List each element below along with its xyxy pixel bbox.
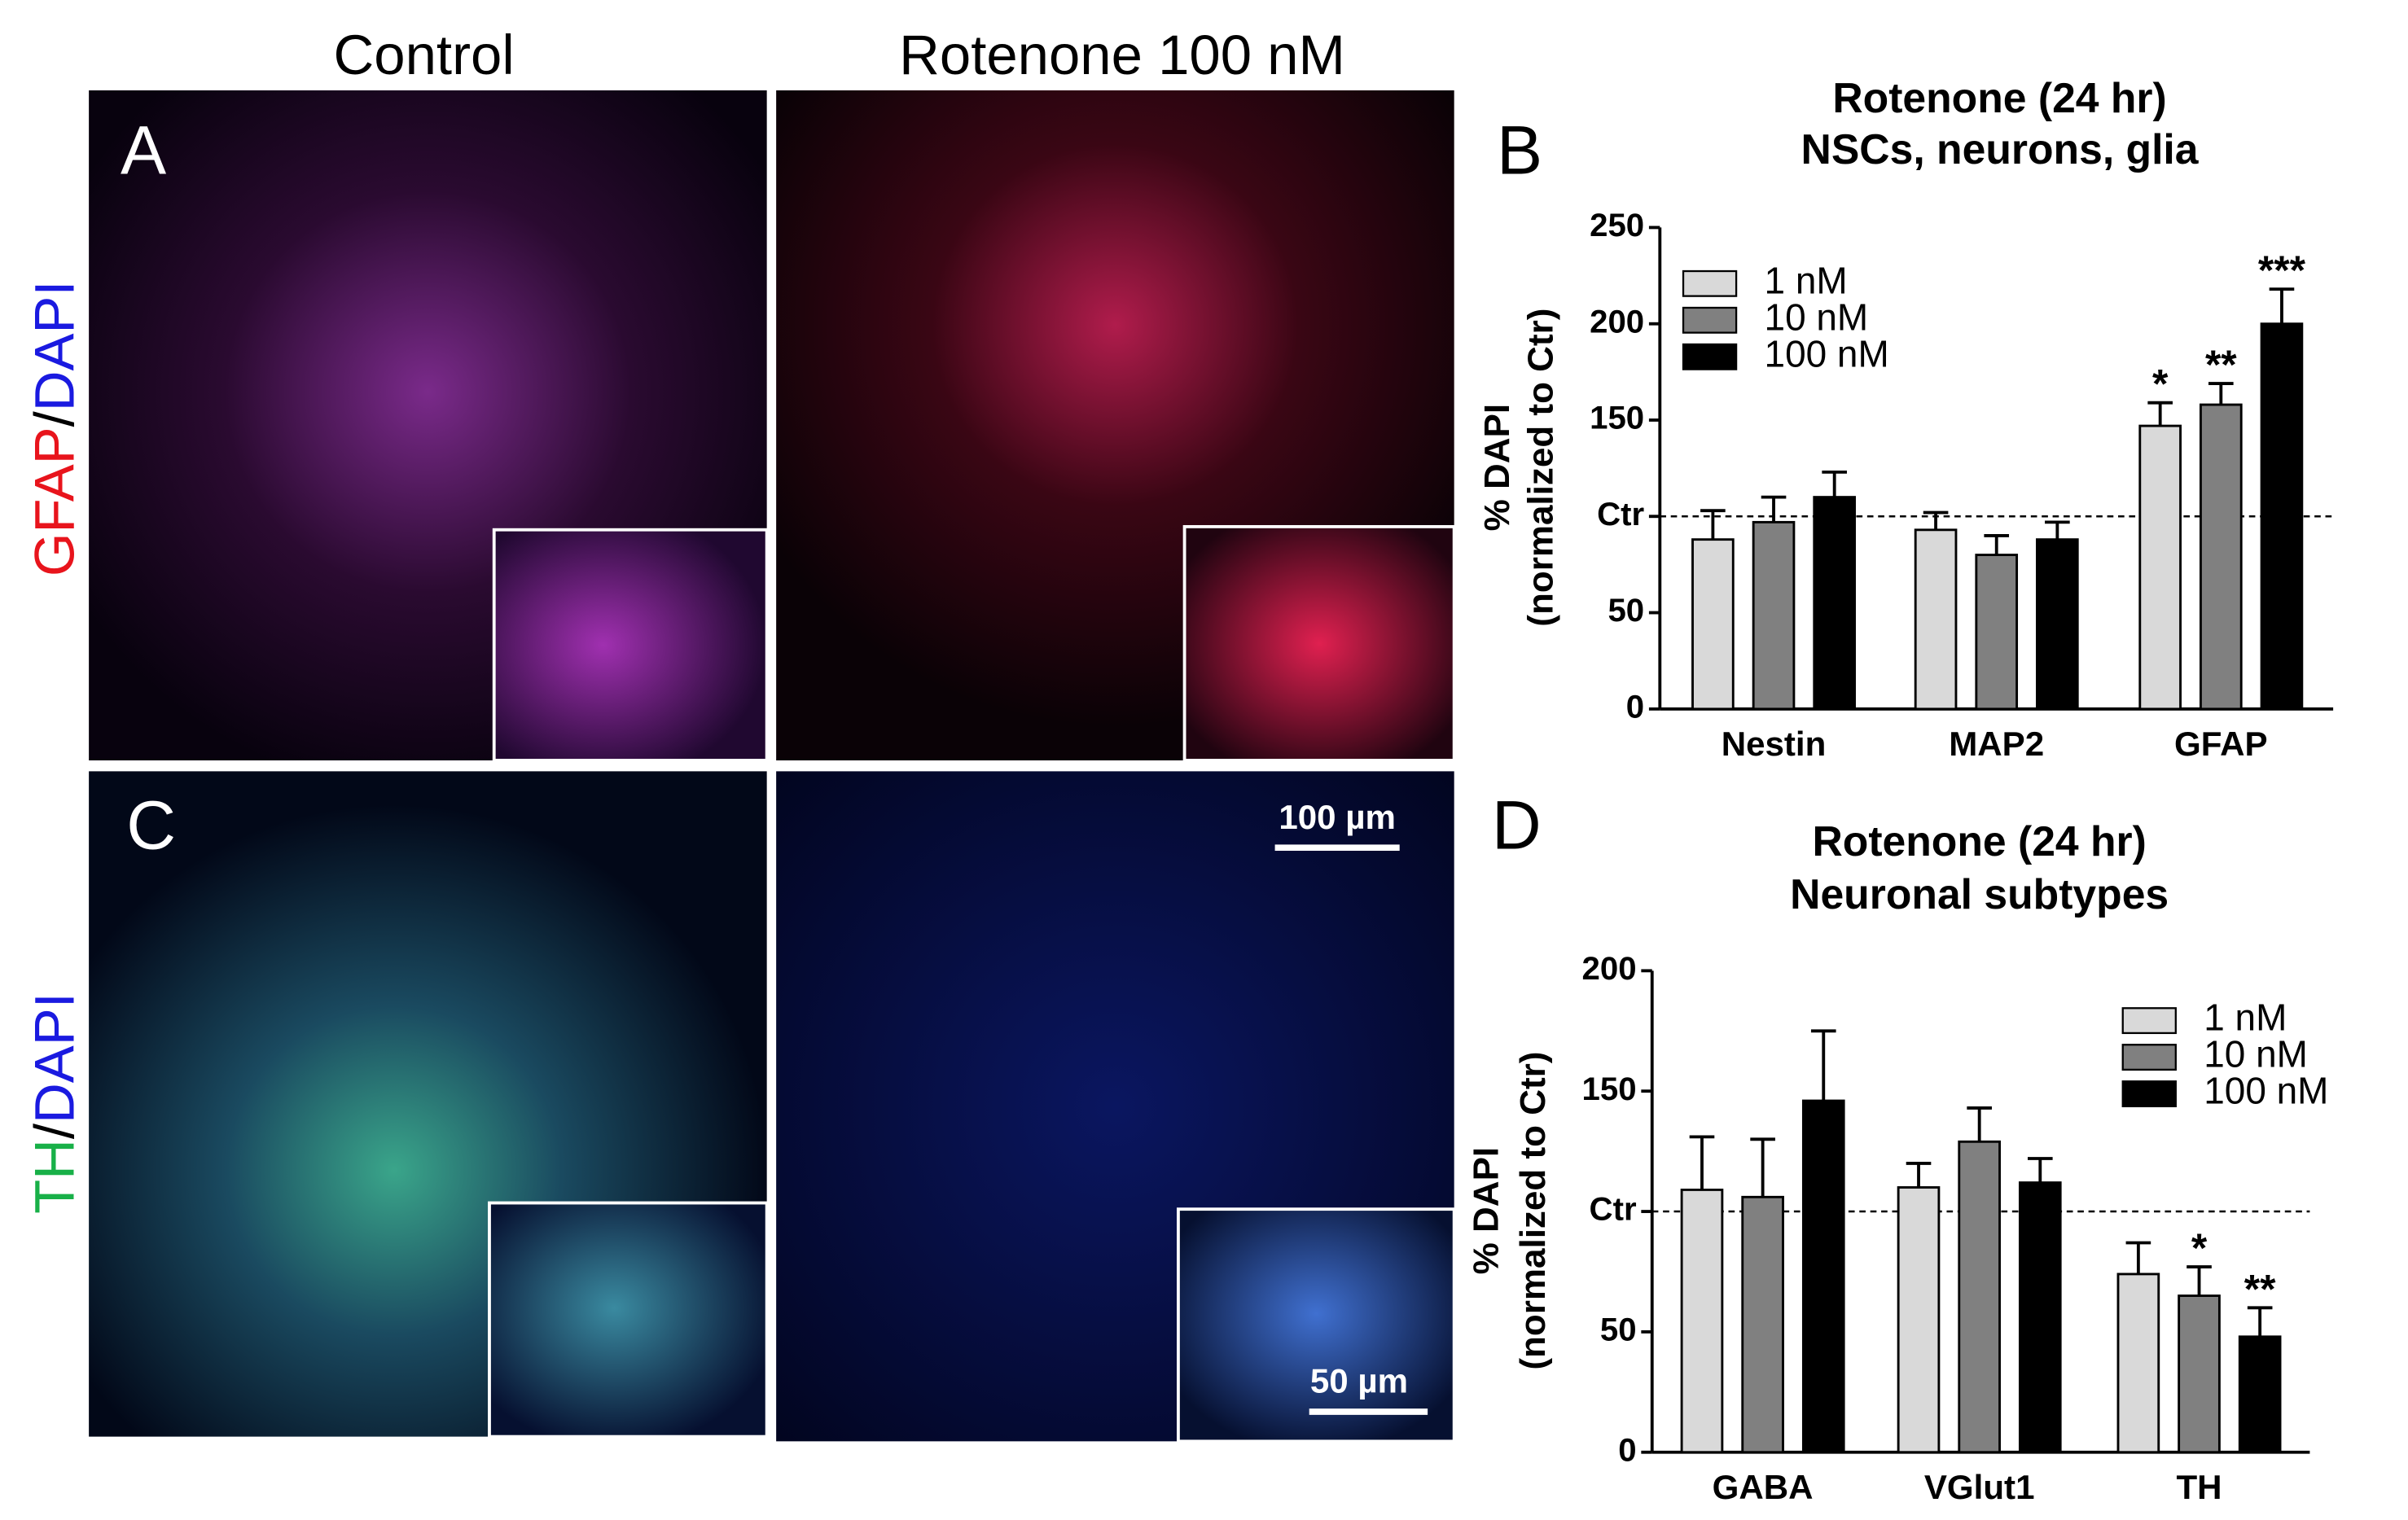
row-label-part: DAPI <box>24 992 86 1124</box>
row-label-part: GFAP <box>24 427 86 576</box>
y-tick-label: 0 <box>1618 1431 1636 1468</box>
legend-label: 1 nM <box>2204 997 2287 1039</box>
panel-letter: D <box>1492 786 1542 863</box>
legend-label: 100 nM <box>1765 332 1889 375</box>
y-tick-label: 50 <box>1600 1312 1637 1348</box>
significance-label: *** <box>2258 247 2306 293</box>
error-bar <box>1906 1161 1932 1188</box>
x-tick-label: Nestin <box>1722 725 1827 763</box>
bar <box>1975 554 2019 711</box>
legend-label: 10 nM <box>2204 1033 2308 1075</box>
error-bar <box>2269 287 2295 324</box>
bar <box>1801 1099 1845 1454</box>
legend-swatch <box>2121 1080 2177 1108</box>
legend-label: 1 nM <box>1765 259 1848 301</box>
column-title: Rotenone 100 nM <box>899 24 1345 86</box>
bar <box>2260 322 2304 711</box>
bar <box>2178 1294 2221 1454</box>
x-tick-label: VGlut1 <box>1924 1468 2035 1506</box>
y-tick-label: 250 <box>1590 207 1644 243</box>
error-bar <box>1750 1137 1775 1198</box>
bar <box>2018 1181 2062 1454</box>
row-label: TH/DAPI <box>24 992 86 1214</box>
error-bar <box>2208 382 2234 405</box>
panel-letter: A <box>121 112 166 189</box>
scale-bar-label: 50 µm <box>1310 1362 1408 1400</box>
chart-title: Rotenone (24 hr) <box>1832 74 2166 121</box>
y-tick-label: 150 <box>1590 400 1644 436</box>
bar <box>1914 528 1958 711</box>
bar <box>1897 1186 1941 1454</box>
error-bar <box>2045 520 2070 540</box>
error-bar <box>1810 1029 1836 1102</box>
significance-label: * <box>2152 361 2169 407</box>
inset <box>1177 1207 1456 1443</box>
bar <box>1752 520 1796 711</box>
y-axis-label: (normalized to Ctr) <box>1513 1052 1553 1370</box>
y-axis-label: % DAPI <box>1466 1147 1506 1274</box>
bar <box>2116 1273 2160 1454</box>
column-title: Control <box>334 24 515 86</box>
error-bar <box>1700 509 1726 540</box>
y-axis-label: (normalized to Ctr) <box>1520 309 1560 627</box>
y-tick-label: 0 <box>1626 688 1644 725</box>
legend-swatch <box>1682 306 1738 334</box>
chart-title: NSCs, neurons, glia <box>1801 125 2200 173</box>
error-bar <box>1822 470 1847 497</box>
error-bar <box>1689 1135 1715 1190</box>
bar <box>2199 403 2243 711</box>
x-tick-label: GABA <box>1713 1468 1814 1506</box>
error-bar <box>2247 1306 2273 1337</box>
row-label-part: DAPI <box>24 280 86 411</box>
significance-label: ** <box>2244 1266 2276 1312</box>
legend-label: 10 nM <box>1765 296 1869 338</box>
scale-bar-label: 100 µm <box>1279 798 1396 836</box>
panel-letter: B <box>1497 112 1542 189</box>
error-bar <box>2027 1157 2053 1183</box>
bar <box>2238 1335 2282 1454</box>
y-tick-label: Ctr <box>1590 1191 1637 1228</box>
bar <box>1741 1195 1784 1454</box>
row-label-part: / <box>24 1123 86 1139</box>
bar <box>1813 496 1856 711</box>
legend-swatch <box>1682 343 1738 370</box>
y-tick-label: Ctr <box>1597 496 1644 532</box>
bar <box>1680 1189 1724 1454</box>
error-bar <box>1984 534 2010 555</box>
bar <box>2138 424 2182 711</box>
y-tick-label: 200 <box>1590 303 1644 339</box>
bar <box>1958 1140 2001 1454</box>
bar <box>2036 538 2079 711</box>
error-bar <box>2186 1265 2212 1296</box>
legend-label: 100 nM <box>2204 1070 2328 1112</box>
legend-swatch <box>2121 1044 2177 1071</box>
y-tick-label: 200 <box>1582 950 1637 987</box>
row-label-part: / <box>24 410 86 427</box>
panel-letter: C <box>126 786 176 863</box>
significance-label: * <box>2191 1225 2208 1271</box>
significance-label: ** <box>2205 342 2237 388</box>
legend-swatch <box>2121 1007 2177 1035</box>
x-tick-label: GFAP <box>2174 725 2268 763</box>
inset <box>488 1201 769 1439</box>
row-label-part: TH <box>24 1139 86 1214</box>
y-tick-label: 50 <box>1608 592 1644 629</box>
bar <box>1691 538 1735 711</box>
error-bar <box>2147 401 2173 427</box>
error-bar <box>1923 510 1949 530</box>
row-label: GFAP/DAPI <box>24 280 86 576</box>
x-tick-label: TH <box>2176 1468 2222 1506</box>
legend-swatch <box>1682 269 1738 297</box>
error-bar <box>2125 1241 2151 1274</box>
error-bar <box>1967 1106 1992 1142</box>
chart-title: Neuronal subtypes <box>1790 870 2169 918</box>
y-axis-label: % DAPI <box>1477 404 1517 531</box>
chart-title: Rotenone (24 hr) <box>1812 817 2146 865</box>
inset <box>1182 524 1456 762</box>
error-bar <box>1761 495 1787 523</box>
y-tick-label: 150 <box>1582 1071 1637 1107</box>
x-tick-label: MAP2 <box>1949 725 2044 763</box>
inset <box>492 528 769 762</box>
